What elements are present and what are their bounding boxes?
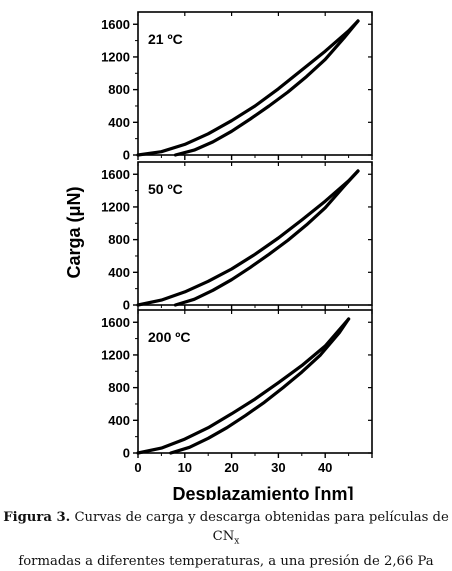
- caption-subscript: x: [234, 536, 240, 547]
- y-tick-label: 800: [108, 82, 130, 97]
- y-tick-label: 0: [123, 148, 130, 163]
- x-tick-label: 10: [178, 460, 192, 475]
- y-tick-label: 0: [123, 446, 130, 461]
- x-axis-label: Desplazamiento [nm]: [172, 484, 353, 500]
- y-axis-label: Carga (μN): [64, 186, 84, 278]
- unloading-curve-2: [173, 169, 360, 307]
- y-tick-label: 0: [123, 298, 130, 313]
- loading-curve-3: [136, 317, 351, 455]
- caption-line-2: formadas a diferentes temperaturas, a un…: [18, 553, 434, 569]
- y-tick-label: 1200: [101, 199, 130, 214]
- loading-curve-1: [136, 19, 360, 157]
- x-tick-label: 40: [318, 460, 332, 475]
- caption-text: Curvas de carga y descarga obtenidas par…: [70, 510, 449, 544]
- y-tick-label: 1200: [101, 347, 130, 362]
- y-tick-label: 800: [108, 232, 130, 247]
- x-tick-label: 20: [224, 460, 238, 475]
- y-tick-label: 1600: [101, 167, 130, 182]
- loading-curve-2: [136, 169, 360, 307]
- figure-caption: Figura 3. Curvas de carga y descarga obt…: [0, 508, 452, 571]
- caption-label: Figura 3.: [3, 510, 71, 525]
- unloading-curve-3: [169, 317, 351, 455]
- y-tick-label: 400: [108, 413, 130, 428]
- y-tick-label: 800: [108, 380, 130, 395]
- panel-label-2: 50 ºC: [148, 181, 183, 197]
- x-tick-label: 30: [271, 460, 285, 475]
- panel-label-1: 21 ºC: [148, 31, 183, 47]
- y-tick-label: 1200: [101, 49, 130, 64]
- y-tick-label: 400: [108, 115, 130, 130]
- x-tick-label: 0: [134, 460, 141, 475]
- y-tick-label: 400: [108, 265, 130, 280]
- caption-line-1: Figura 3. Curvas de carga y descarga obt…: [0, 508, 452, 552]
- panel-label-3: 200 ºC: [148, 329, 190, 345]
- y-tick-label: 1600: [101, 315, 130, 330]
- unloading-curve-1: [173, 19, 360, 157]
- y-tick-label: 1600: [101, 17, 130, 32]
